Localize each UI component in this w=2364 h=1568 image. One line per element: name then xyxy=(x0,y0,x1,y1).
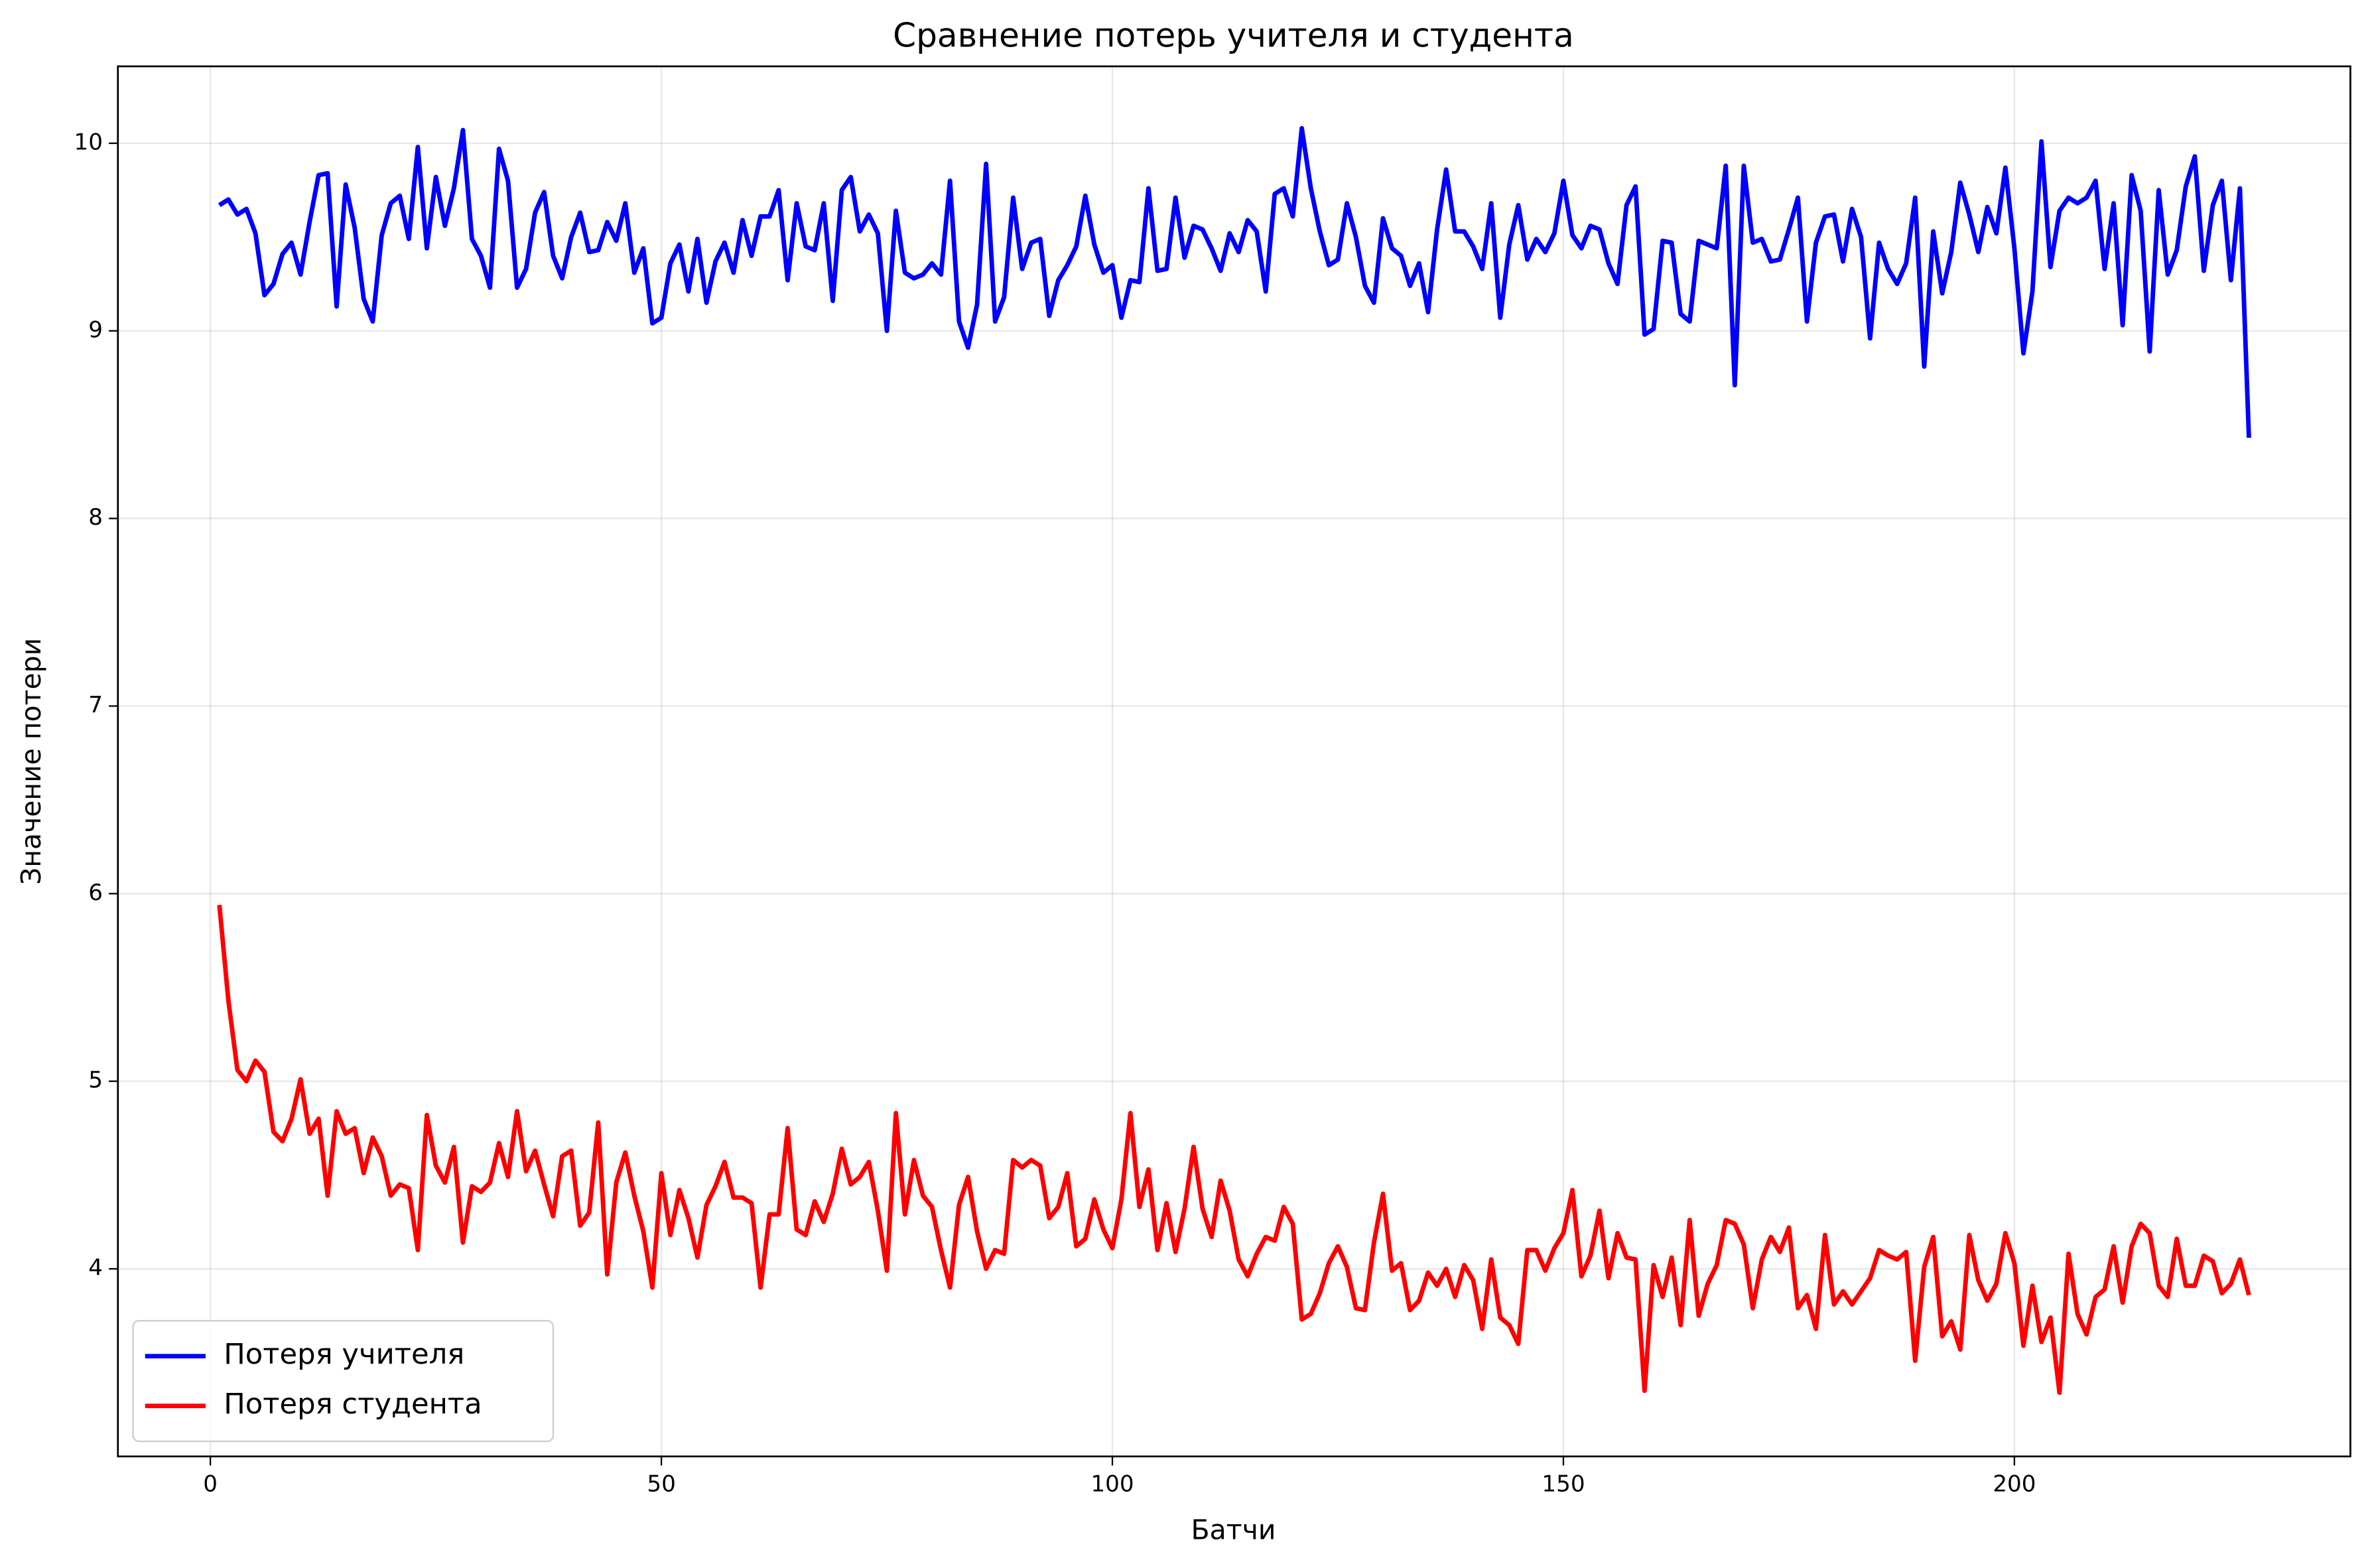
y-tick-label: 4 xyxy=(88,1254,103,1281)
x-tick-label: 100 xyxy=(1090,1471,1134,1498)
legend-label: Потеря учителя xyxy=(224,1338,464,1371)
line-series xyxy=(218,125,2251,438)
legend-box xyxy=(132,1320,555,1443)
y-tick-label: 5 xyxy=(88,1067,103,1094)
x-tick-label: 200 xyxy=(1993,1471,2036,1498)
x-tick-label: 50 xyxy=(647,1471,675,1498)
x-axis-label: Батчи xyxy=(1191,1514,1276,1545)
y-tick-label: 6 xyxy=(88,880,103,906)
y-tick-label: 10 xyxy=(74,129,102,156)
legend-label: Потеря студента xyxy=(224,1388,482,1421)
y-tick-label: 7 xyxy=(88,692,103,718)
y-tick-label: 9 xyxy=(88,316,103,343)
x-tick-label: 150 xyxy=(1542,1471,1585,1498)
x-tick-label: 0 xyxy=(203,1471,218,1498)
line-series xyxy=(217,904,2251,1396)
y-tick-label: 8 xyxy=(88,504,103,531)
plot-frame xyxy=(117,65,2351,1458)
chart-title: Сравнение потерь учителя и студента xyxy=(893,16,1574,54)
y-axis-label: Значение потери xyxy=(15,638,47,885)
